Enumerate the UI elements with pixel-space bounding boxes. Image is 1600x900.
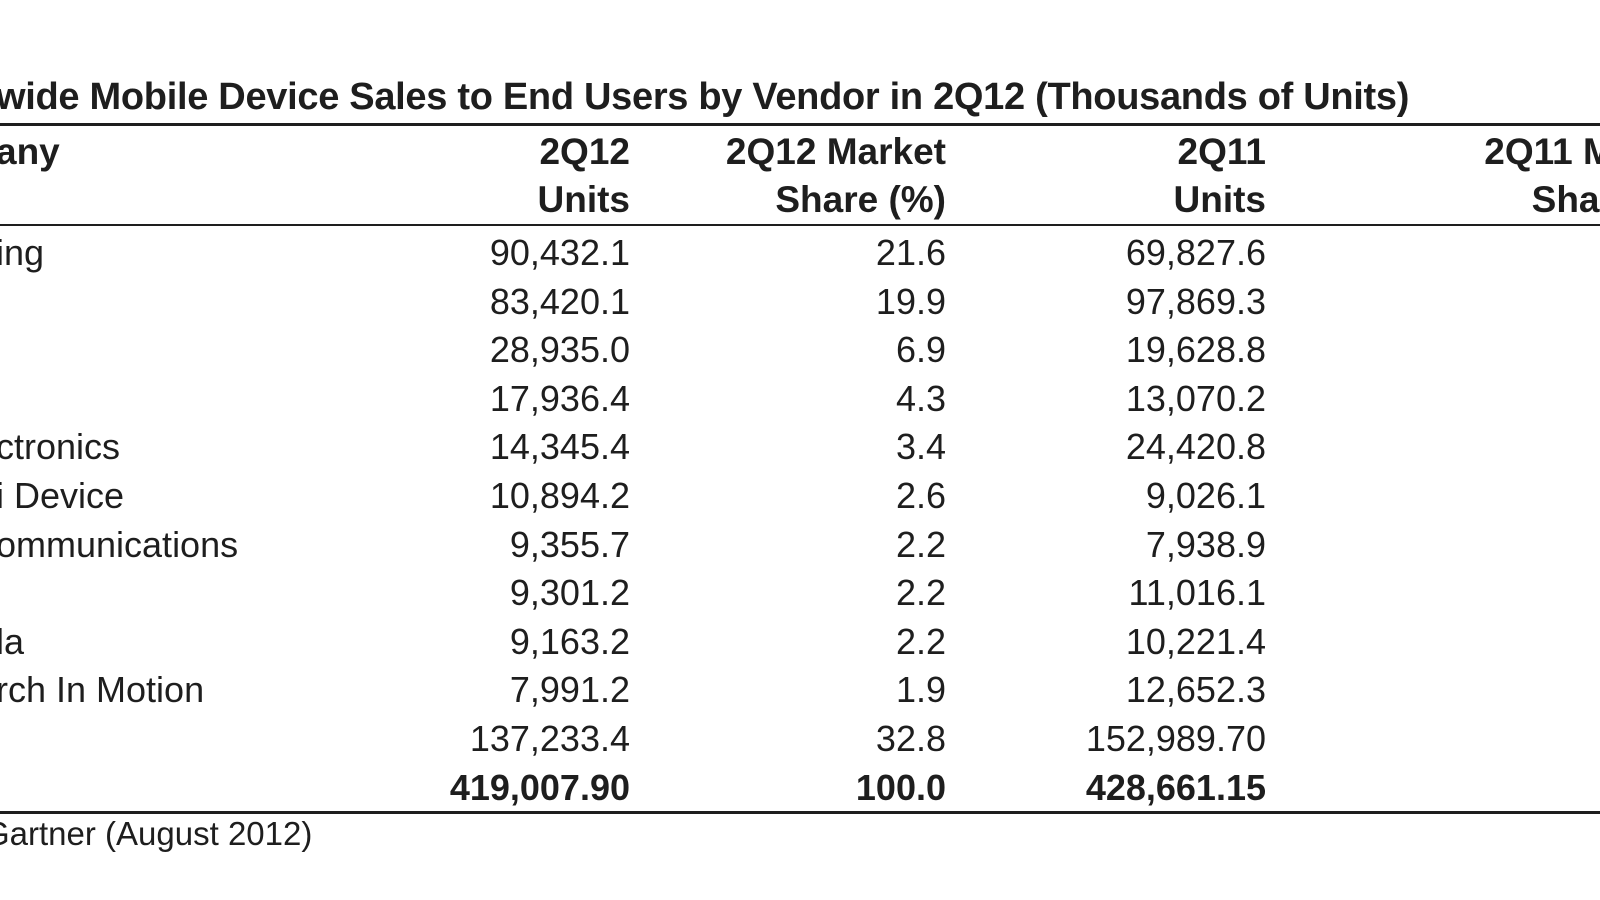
cell-2q11-share: 4.6 xyxy=(1330,326,1600,374)
cell-company: la xyxy=(0,620,25,662)
title-rule xyxy=(0,123,1600,126)
cell-2q12-units: 10,894.2 xyxy=(489,475,630,516)
cell-2q12-units: 14,345.4 xyxy=(489,426,630,468)
cell-2q12-share: 3.4 xyxy=(895,426,946,468)
cell-2q11-units: 24,420.8 xyxy=(1125,426,1266,468)
cell-2q12-units: 83,420.1 xyxy=(489,280,630,322)
cell-company: ing xyxy=(0,232,45,273)
header-2q11-share-line1: 2Q11 Marke xyxy=(1484,131,1600,172)
cell-company: ommunications xyxy=(0,523,239,565)
cell-2q11-units: 13,070.2 xyxy=(1125,377,1266,419)
cell-2q11-units: 9,026.1 xyxy=(1145,475,1266,516)
cell-2q12-units: 137,233.4 xyxy=(469,718,630,759)
cell-2q12-units: 9,301.2 xyxy=(509,572,630,614)
cell-company: ctronics xyxy=(0,426,121,468)
cell-company: rch In Motion xyxy=(0,669,205,711)
cell-2q12-units: 7,991.2 xyxy=(509,669,630,711)
header-2q12-units-line1: 2Q12 xyxy=(539,131,630,172)
cell-company: i Device xyxy=(0,475,125,516)
cell-2q12-share: 19.9 xyxy=(875,280,946,322)
cell-2q12-share: 2.6 xyxy=(895,475,946,516)
header-2q11-units-line1: 2Q11 xyxy=(1177,131,1266,172)
cell-2q11-share: 22.8 xyxy=(1330,278,1600,326)
header-rule xyxy=(0,224,1600,226)
header-2q12-share-line2: Share (%) xyxy=(775,179,946,220)
table-title: wide Mobile Device Sales to End Users by… xyxy=(0,76,1410,118)
cell-2q11-units: 152,989.70 xyxy=(1085,718,1266,759)
source-note: Gartner (August 2012) xyxy=(0,815,313,852)
cell-2q11-units: 97,869.3 xyxy=(1125,280,1266,322)
total-rule xyxy=(0,811,1600,814)
cell-2q11-share: 2.4 xyxy=(1330,618,1600,666)
cell-2q12-share: 32.8 xyxy=(875,718,946,759)
cell-2q12-units: 90,432.1 xyxy=(489,232,630,273)
cell-2q11-units: 11,016.1 xyxy=(1128,572,1266,614)
header-2q12-share-line1: 2Q12 Market xyxy=(725,131,946,172)
cell-2q11-units: 428,661.15 xyxy=(1085,766,1266,808)
cell-2q12-share: 2.2 xyxy=(895,620,946,662)
cell-2q11-units: 69,827.6 xyxy=(1125,232,1266,273)
cell-2q12-share: 1.9 xyxy=(895,669,946,711)
cell-2q12-share: 21.6 xyxy=(875,232,946,273)
cell-2q12-share: 4.3 xyxy=(895,377,946,419)
cell-2q12-units: 419,007.90 xyxy=(449,766,630,808)
cell-2q12-units: 9,163.2 xyxy=(509,620,630,662)
cell-2q12-share: 100.0 xyxy=(855,766,946,808)
cell-2q11-share: 2.6 xyxy=(1330,569,1600,617)
cell-2q11-share: 3.0 xyxy=(1330,375,1600,423)
cell-2q12-share: 2.2 xyxy=(895,523,946,565)
cell-2q12-units: 9,355.7 xyxy=(509,523,630,565)
cell-2q12-share: 6.9 xyxy=(895,329,946,371)
cell-2q12-units: 28,935.0 xyxy=(489,329,630,371)
header-2q11-units-line2: Units xyxy=(1173,179,1267,220)
cell-2q11-share: 5.7 xyxy=(1330,423,1600,471)
cell-2q11-units: 19,628.8 xyxy=(1125,329,1266,371)
cell-2q11-units: 7,938.9 xyxy=(1145,523,1266,565)
cell-2q11-units: 12,652.3 xyxy=(1125,669,1266,711)
header-company-line1: any xyxy=(0,131,60,172)
cell-2q11-share: 100.0 xyxy=(1330,764,1600,812)
cell-2q12-share: 2.2 xyxy=(895,572,946,614)
cell-2q11-units: 10,221.4 xyxy=(1125,620,1266,662)
cell-2q12-units: 17,936.4 xyxy=(489,377,630,419)
header-2q11-share-line2: Share (% xyxy=(1531,179,1600,220)
cell-2q11-share: 1.9 xyxy=(1330,521,1600,569)
cell-2q11-share: 35.7 xyxy=(1330,715,1600,763)
cell-2q11-share: 2.1 xyxy=(1330,472,1600,520)
cell-2q11-share: 16.3 xyxy=(1330,229,1600,277)
cell-2q11-share: 3.0 xyxy=(1330,666,1600,714)
header-2q12-units-line2: Units xyxy=(537,179,631,220)
